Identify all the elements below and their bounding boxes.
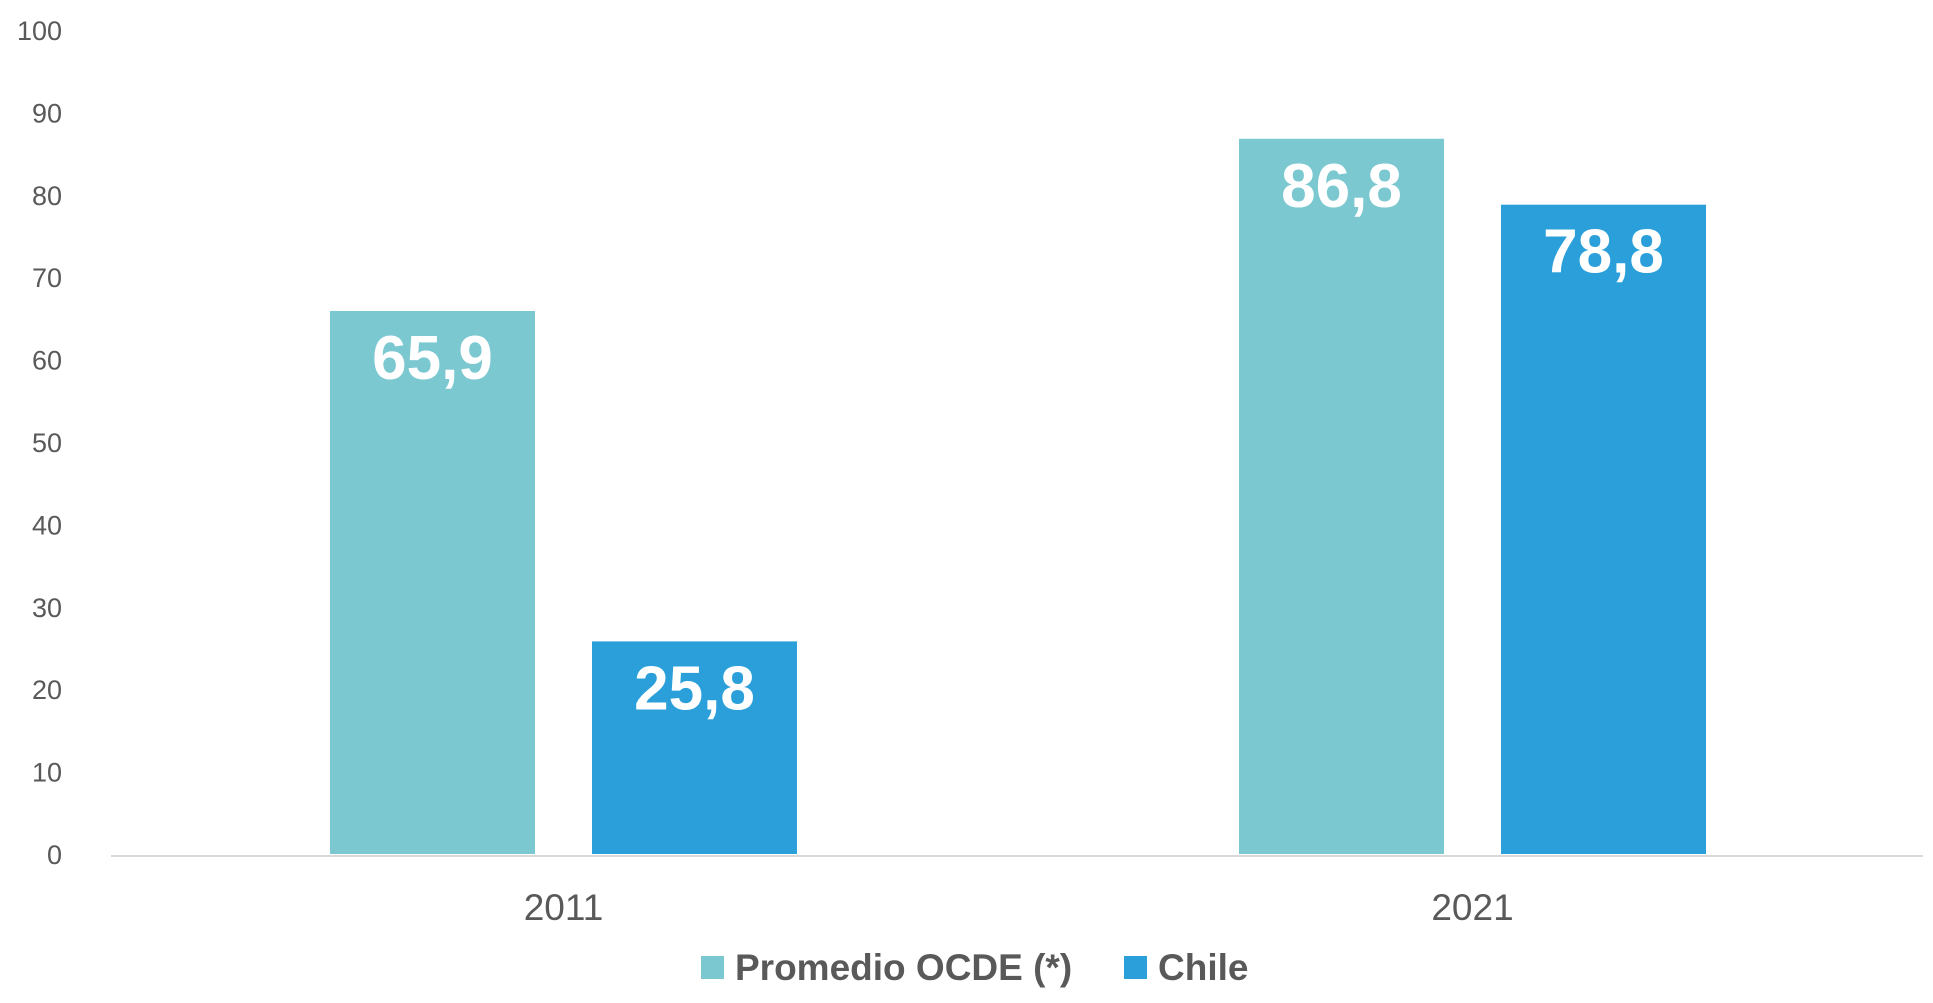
y-tick-label: 50 — [32, 428, 62, 458]
legend-label: Promedio OCDE (*) — [735, 947, 1072, 988]
y-tick-label: 80 — [32, 181, 62, 211]
bar-chile-2021 — [1501, 204, 1706, 855]
y-axis: 0 10 20 30 40 50 60 70 80 90 100 — [17, 16, 62, 870]
y-tick-label: 100 — [17, 16, 62, 46]
data-label: 65,9 — [372, 324, 493, 393]
x-axis: 2011 2021 — [524, 887, 1514, 928]
y-tick-label: 10 — [32, 758, 62, 788]
data-label: 86,8 — [1281, 152, 1402, 221]
x-tick-label: 2011 — [524, 887, 604, 928]
y-tick-label: 70 — [32, 263, 62, 293]
y-tick-label: 40 — [32, 510, 62, 540]
legend-label: Chile — [1158, 947, 1248, 988]
legend-swatch — [1124, 956, 1147, 979]
y-tick-label: 60 — [32, 346, 62, 376]
y-tick-label: 30 — [32, 593, 62, 623]
y-tick-label: 20 — [32, 675, 62, 705]
bars: 65,9 25,8 86,8 78,8 — [330, 138, 1706, 855]
data-label: 25,8 — [634, 654, 755, 723]
y-tick-label: 90 — [32, 98, 62, 128]
legend-swatch — [701, 956, 724, 979]
bar-chile-2011 — [592, 641, 797, 854]
y-tick-label: 0 — [47, 840, 62, 870]
x-tick-label: 2021 — [1431, 887, 1513, 928]
legend: Promedio OCDE (*) Chile — [701, 947, 1248, 988]
data-label: 78,8 — [1543, 218, 1664, 287]
bar-promedio-ocde--2021 — [1239, 138, 1444, 854]
bar-promedio-ocde--2011 — [330, 310, 535, 854]
